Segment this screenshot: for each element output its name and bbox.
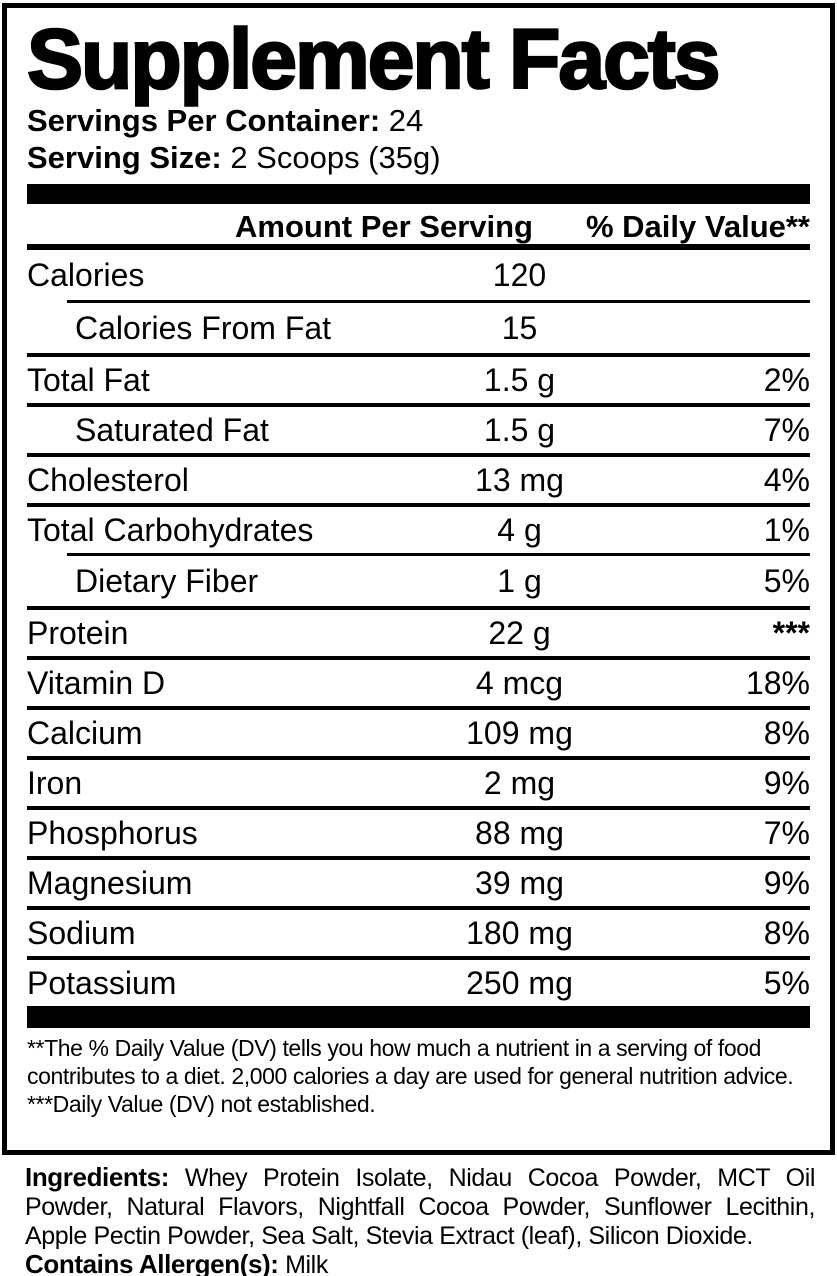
nutrient-name: Phosphorus [27, 814, 198, 851]
indented-divider [67, 300, 810, 303]
nutrient-amount: 1.5 g [483, 411, 556, 448]
serving-size-label: Serving Size: [27, 140, 222, 175]
daily-value-footnote: **The % Daily Value (DV) tells you how m… [27, 1035, 794, 1089]
nutrient-amount: 15 [501, 309, 538, 346]
nutrient-amount: 1.5 g [483, 361, 556, 398]
row-cholesterol: Cholesterol 13 mg 4% [27, 453, 810, 503]
row-sodium: Sodium 180 mg 8% [27, 906, 810, 956]
nutrient-dv: 5% [763, 562, 810, 599]
nutrient-name: Total Fat [27, 361, 150, 398]
nutrient-dv: 7% [763, 411, 810, 448]
nutrient-name: Sodium [27, 914, 136, 951]
nutrient-name: Total Carbohydrates [27, 511, 314, 548]
allergen-label: Contains Allergen(s): [25, 1249, 279, 1276]
nutrient-amount: 2 mg [483, 764, 556, 801]
row-magnesium: Magnesium 39 mg 9% [27, 856, 810, 906]
footnotes: **The % Daily Value (DV) tells you how m… [27, 1034, 810, 1148]
servings-per-container-value: 24 [388, 103, 424, 138]
nutrient-amount: 120 [492, 256, 547, 293]
row-calcium: Calcium 109 mg 8% [27, 706, 810, 756]
nutrient-name: Potassium [27, 964, 177, 1001]
row-total-carbohydrates: Total Carbohydrates 4 g 1% [27, 503, 810, 553]
nutrient-amount: 250 mg [466, 964, 573, 1001]
nutrient-name: Calories From Fat [75, 309, 332, 346]
servings-per-container-line: Servings Per Container: 24 [27, 102, 810, 139]
nutrient-dv: 2% [763, 361, 810, 398]
nutrient-name: Saturated Fat [75, 411, 269, 448]
nutrient-amount: 88 mg [475, 814, 564, 851]
nutrient-name: Calcium [27, 714, 143, 751]
nutrient-name: Iron [27, 764, 83, 801]
ingredients-text: Whey Protein Isolate, Nidau Cocoa Powder… [25, 1164, 815, 1250]
row-saturated-fat: Saturated Fat 1.5 g 7% [27, 403, 810, 453]
nutrient-dv: 9% [763, 864, 810, 901]
row-iron: Iron 2 mg 9% [27, 756, 810, 806]
separator-bar-bottom [27, 1006, 810, 1028]
nutrient-name: Cholesterol [27, 461, 189, 498]
row-calories-from-fat: Calories From Fat 15 [27, 303, 810, 353]
facts-panel: Supplement Facts Servings Per Container:… [2, 3, 835, 1155]
row-calories: Calories 120 [27, 250, 810, 300]
nutrient-dv: 5% [763, 964, 810, 1001]
row-potassium: Potassium 250 mg 5% [27, 956, 810, 1006]
nutrient-amount: 4 mcg [475, 664, 564, 701]
row-vitamin-d: Vitamin D 4 mcg 18% [27, 656, 810, 706]
row-dietary-fiber: Dietary Fiber 1 g 5% [27, 556, 810, 606]
panel-title: Supplement Facts [26, 12, 722, 106]
row-total-fat: Total Fat 1.5 g 2% [27, 353, 810, 403]
nutrient-name: Magnesium [27, 864, 193, 901]
nutrient-amount: 4 g [497, 511, 542, 548]
nutrient-dv: *** [772, 615, 810, 651]
nutrient-name: Calories [27, 256, 145, 293]
nutrient-dv: 18% [745, 664, 810, 701]
daily-value-header: % Daily Value** [585, 209, 810, 244]
ingredients-section: Ingredients: Whey Protein Isolate, Nidau… [25, 1163, 815, 1276]
nutrient-amount: 13 mg [475, 461, 564, 498]
nutrient-amount: 180 mg [466, 914, 573, 951]
ingredients-paragraph: Ingredients: Whey Protein Isolate, Nidau… [25, 1163, 815, 1250]
row-phosphorus: Phosphorus 88 mg 7% [27, 806, 810, 856]
allergen-line: Contains Allergen(s): Milk [25, 1250, 815, 1276]
nutrient-amount: 109 mg [466, 714, 573, 751]
nutrient-amount: 39 mg [475, 864, 564, 901]
nutrient-amount: 1 g [497, 562, 542, 599]
nutrient-name: Dietary Fiber [75, 562, 259, 599]
serving-size-value: 2 Scoops (35g) [230, 140, 441, 175]
nutrient-name: Vitamin D [27, 664, 166, 701]
separator-bar-top [27, 184, 810, 204]
nutrient-dv: 9% [763, 764, 810, 801]
not-established-footnote: ***Daily Value (DV) not established. [27, 1091, 376, 1117]
nutrient-dv: 8% [763, 714, 810, 751]
row-protein: Protein 22 g *** [27, 606, 810, 656]
amount-per-serving-header: Amount Per Serving [235, 209, 533, 244]
nutrient-dv: 1% [763, 511, 810, 548]
allergen-value: Milk [285, 1251, 328, 1276]
nutrient-name: Protein [27, 614, 129, 651]
nutrient-amount: 22 g [488, 614, 551, 651]
serving-size-line: Serving Size: 2 Scoops (35g) [27, 139, 810, 176]
nutrient-dv: 4% [763, 461, 810, 498]
nutrient-dv: 7% [763, 814, 810, 851]
ingredients-label: Ingredients: [25, 1163, 169, 1192]
nutrient-dv: 8% [763, 914, 810, 951]
indented-divider [67, 553, 810, 556]
servings-per-container-label: Servings Per Container: [27, 103, 381, 138]
table-header-row: Amount Per Serving % Daily Value** [27, 209, 810, 250]
